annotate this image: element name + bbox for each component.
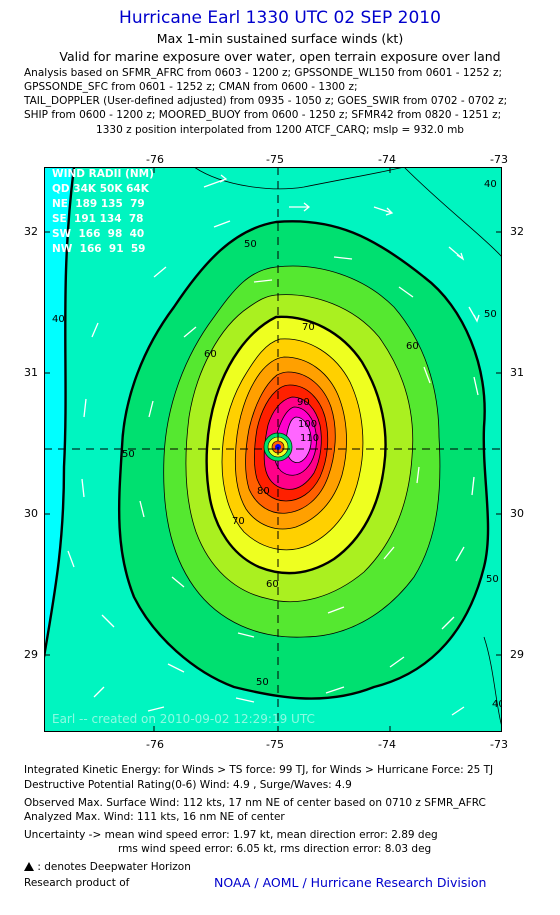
- wind-radii-row: NE 189 135 79: [52, 198, 145, 210]
- uncertainty-line-1: Uncertainty -> mean wind speed error: 1.…: [24, 829, 438, 841]
- wind-radii-row: NW 166 91 59: [52, 243, 146, 255]
- lat-tick-right: 31: [510, 366, 524, 379]
- lon-tick-top: -73: [490, 153, 508, 166]
- lon-tick-bottom: -73: [490, 738, 508, 751]
- contour-label-40: 40: [492, 699, 502, 710]
- isotach-60: [185, 294, 414, 602]
- isotach-40-se: [483, 636, 502, 728]
- wind-vectors: [67, 174, 480, 716]
- lon-tick-top: -75: [266, 153, 284, 166]
- lon-tick-top: -76: [146, 153, 164, 166]
- contour-label-40: 40: [52, 314, 65, 325]
- contour-label-60: 60: [406, 341, 419, 352]
- chart-subtitle: Max 1-min sustained surface winds (kt): [156, 31, 404, 46]
- research-product-label: Research product of: [24, 877, 130, 889]
- lon-tick-bottom: -76: [146, 738, 164, 751]
- wind-band-110: [286, 417, 312, 463]
- contour-label-50: 50: [484, 309, 497, 320]
- isotach-85: [253, 384, 329, 502]
- lat-tick-left: 30: [24, 507, 38, 520]
- lon-tick-top: -74: [378, 153, 396, 166]
- analysis-line-2: GPSSONDE_SFC from 0601 - 1252 z; CMAN fr…: [24, 81, 358, 93]
- analysis-line-4: SHIP from 0600 - 1200 z; MOORED_BUOY fro…: [24, 109, 502, 121]
- contour-label-90: 90: [297, 397, 310, 408]
- isotach-64: [205, 315, 387, 575]
- lat-tick-left: 32: [24, 225, 38, 238]
- lat-tick-right: 32: [510, 225, 524, 238]
- lat-tick-left: 29: [24, 648, 38, 661]
- isotach-55: [163, 265, 441, 638]
- dpr-line: Destructive Potential Rating(0-6) Wind: …: [24, 779, 352, 791]
- contour-label-50: 50: [256, 677, 269, 688]
- frame-ticks: [44, 167, 502, 732]
- contour-label-50: 50: [486, 574, 499, 585]
- analysis-line-3: TAIL_DOPPLER (User-defined adjusted) fro…: [24, 95, 508, 107]
- isotach-50: [117, 220, 490, 700]
- wind-radii-header: QD 34K 50K 64K: [52, 183, 149, 195]
- deepwater-legend: : denotes Deepwater Horizon: [24, 861, 191, 873]
- wind-radii-title: WIND RADII (NM): [52, 168, 154, 180]
- contour-label-70: 70: [302, 322, 315, 333]
- chart-title: Hurricane Earl 1330 UTC 02 SEP 2010: [119, 8, 441, 28]
- isotach-80: [245, 371, 336, 514]
- contour-label-80: 80: [257, 486, 270, 497]
- isotach-34: [44, 167, 76, 658]
- lat-tick-right: 29: [510, 648, 524, 661]
- created-credit: Earl -- created on 2010-09-02 12:29:19 U…: [52, 712, 315, 726]
- lon-tick-bottom: -75: [266, 738, 284, 751]
- isotach-90: [263, 396, 322, 490]
- valid-exposure-line: Valid for marine exposure over water, op…: [59, 49, 501, 64]
- contour-label-60: 60: [266, 579, 279, 590]
- lat-tick-right: 30: [510, 507, 524, 520]
- deepwater-text: : denotes Deepwater Horizon: [37, 861, 191, 873]
- observed-max-line: Observed Max. Surface Wind: 112 kts, 17 …: [24, 797, 486, 809]
- contour-label-100: 100: [298, 419, 317, 430]
- lat-tick-left: 31: [24, 366, 38, 379]
- contour-label-110: 110: [300, 433, 319, 444]
- contour-label-50: 50: [122, 449, 135, 460]
- position-line: 1330 z position interpolated from 1200 A…: [96, 124, 464, 136]
- wind-radii-row: SW 166 98 40: [52, 228, 145, 240]
- analyzed-max-line: Analyzed Max. Wind: 111 kts, 16 nm NE of…: [24, 811, 285, 823]
- contour-label-70: 70: [232, 516, 245, 527]
- isotach-45-top: [193, 167, 405, 190]
- analysis-line-1: Analysis based on SFMR_AFRC from 0603 - …: [24, 67, 502, 79]
- isotach-75: [234, 356, 347, 530]
- wind-field-map: 50 50 50 50 50 40 40 40 60 60 60 70 70 8…: [44, 167, 502, 732]
- isotach-40-ne: [403, 167, 502, 258]
- lon-tick-bottom: -74: [378, 738, 396, 751]
- isotach-70: [221, 338, 364, 551]
- deepwater-icon: [24, 862, 34, 871]
- ike-line: Integrated Kinetic Energy: for Winds > T…: [24, 764, 494, 776]
- uncertainty-line-2: rms wind speed error: 6.05 kt, rms direc…: [118, 843, 432, 855]
- wind-radii-row: SE 191 134 78: [52, 213, 144, 225]
- contour-label-50: 50: [244, 239, 257, 250]
- isotach-110: [285, 416, 312, 463]
- contour-label-40: 40: [484, 179, 497, 190]
- hrd-division-link[interactable]: NOAA / AOML / Hurricane Research Divisio…: [214, 875, 487, 890]
- map-frame: [44, 167, 502, 732]
- contour-label-60: 60: [204, 349, 217, 360]
